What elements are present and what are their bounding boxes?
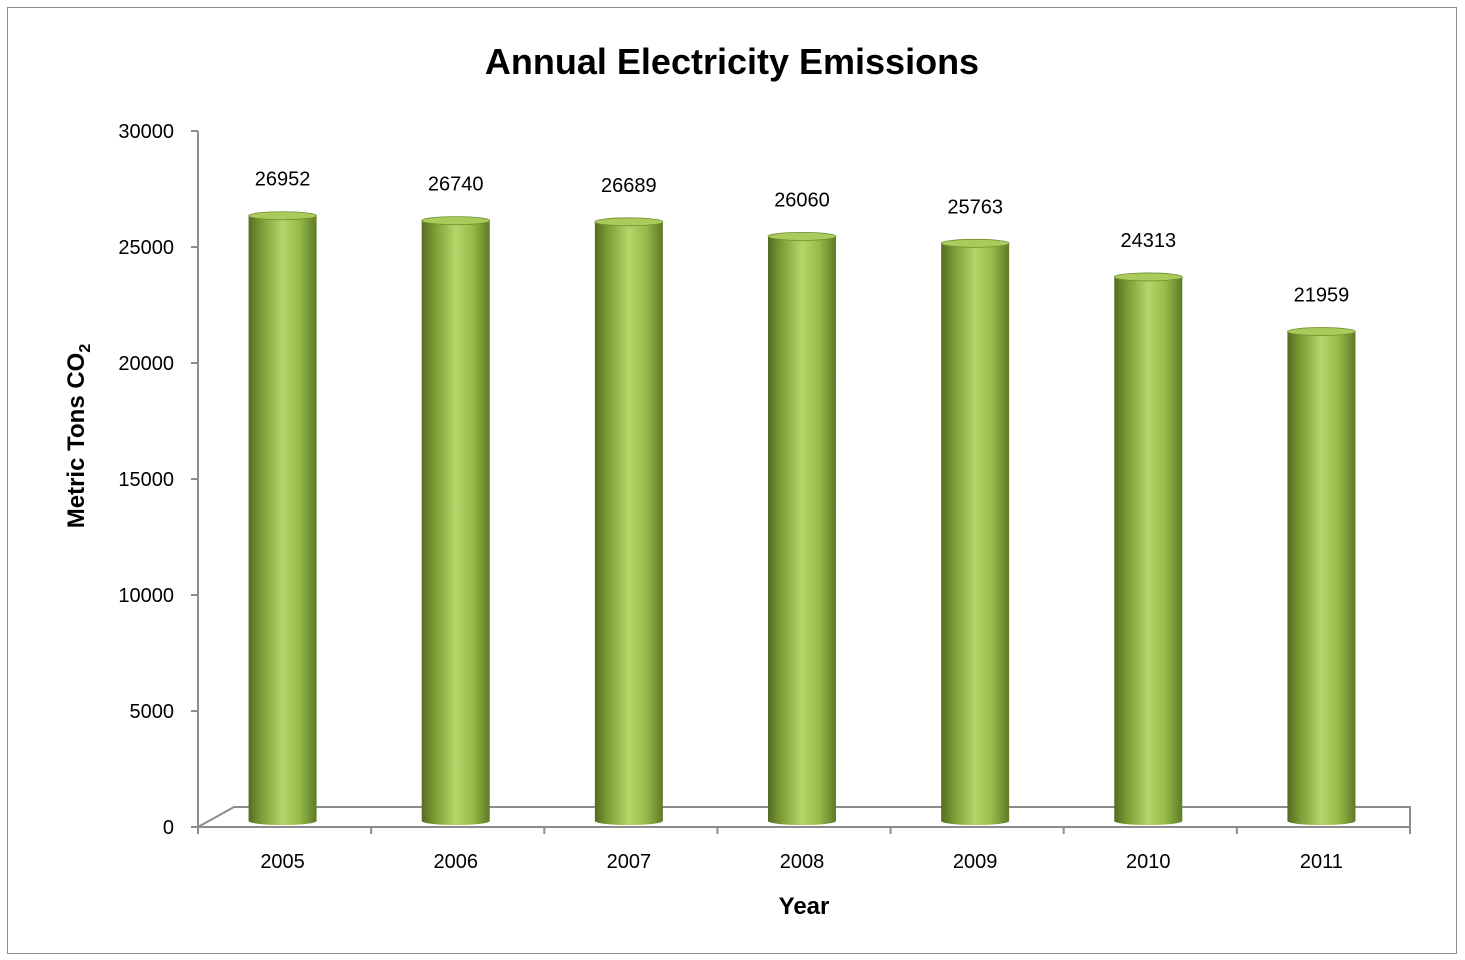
bar-top-cap [940,238,1010,248]
y-tick-label: 20000 [118,353,174,375]
bar-bottom-cap [768,817,836,825]
y-tick-label: 10000 [118,585,174,607]
bar-2005 [248,211,317,825]
data-label-2009: 25763 [947,196,1003,218]
y-tick-label: 25000 [118,237,174,259]
bar-body [421,220,490,821]
x-tick-label-2006: 2006 [433,851,478,873]
bar-body [768,236,836,821]
y-axis-title-main: Metric Tons CO [63,353,90,529]
y-tick-label: 15000 [118,469,174,491]
bar-body [594,221,663,822]
data-label-2008: 26060 [774,189,830,211]
x-axis-title: Year [779,893,830,920]
data-label-2007: 26689 [601,175,657,197]
bars [248,211,1356,825]
bar-bottom-cap [1114,817,1183,825]
bar-body [1287,331,1356,821]
bar-bottom-cap [421,817,490,825]
bar-top-cap [421,216,491,226]
bar-bottom-cap [941,817,1010,825]
bar-top-cap [594,217,664,227]
bar-top-cap [248,211,317,221]
x-tick-label-2010: 2010 [1126,851,1171,873]
bar-bottom-cap [248,817,317,825]
x-tick-label-2005: 2005 [260,851,305,873]
bar-2009 [940,238,1010,825]
x-ticks: 2005 2006 2007 2008 2009 2010 2011 [197,827,1411,873]
bar-bottom-cap [1287,817,1356,825]
bar-body [941,243,1010,821]
data-label-2005: 26952 [255,169,311,191]
floor [194,806,1411,828]
data-label-2010: 24313 [1120,230,1176,252]
x-tick-label-2009: 2009 [953,851,998,873]
bar-body [1114,276,1183,822]
bar-2006 [421,216,491,825]
data-label-2011: 21959 [1294,285,1350,307]
data-labels: 26952 26740 26689 26060 25763 24313 21959 [255,169,1349,307]
y-tick-label: 5000 [130,701,175,723]
bar-body [248,215,317,821]
bar-2007 [594,217,664,825]
x-tick-label-2011: 2011 [1300,851,1343,873]
bar-2010 [1113,272,1183,825]
bar-top-cap [1113,272,1183,282]
data-label-2006: 26740 [428,174,484,196]
bar-top-cap [767,232,837,241]
y-tick-label: 0 [163,817,174,839]
x-tick-label-2007: 2007 [607,851,652,873]
bar-top-cap [1287,327,1356,336]
x-tick-label-2008: 2008 [780,851,825,873]
bar-2008 [767,232,837,825]
chart-title: Annual Electricity Emissions [485,41,979,82]
y-axis-title: Metric Tons CO2 [63,344,94,529]
y-axis-title-subscript: 2 [77,344,94,353]
y-ticks: 0 5000 10000 15000 20000 25000 30000 [118,121,198,839]
y-tick-label: 30000 [118,121,174,143]
bar-2011 [1287,327,1356,825]
svg-text:Metric Tons CO2: Metric Tons CO2 [63,344,94,529]
bar-bottom-cap [594,817,663,825]
